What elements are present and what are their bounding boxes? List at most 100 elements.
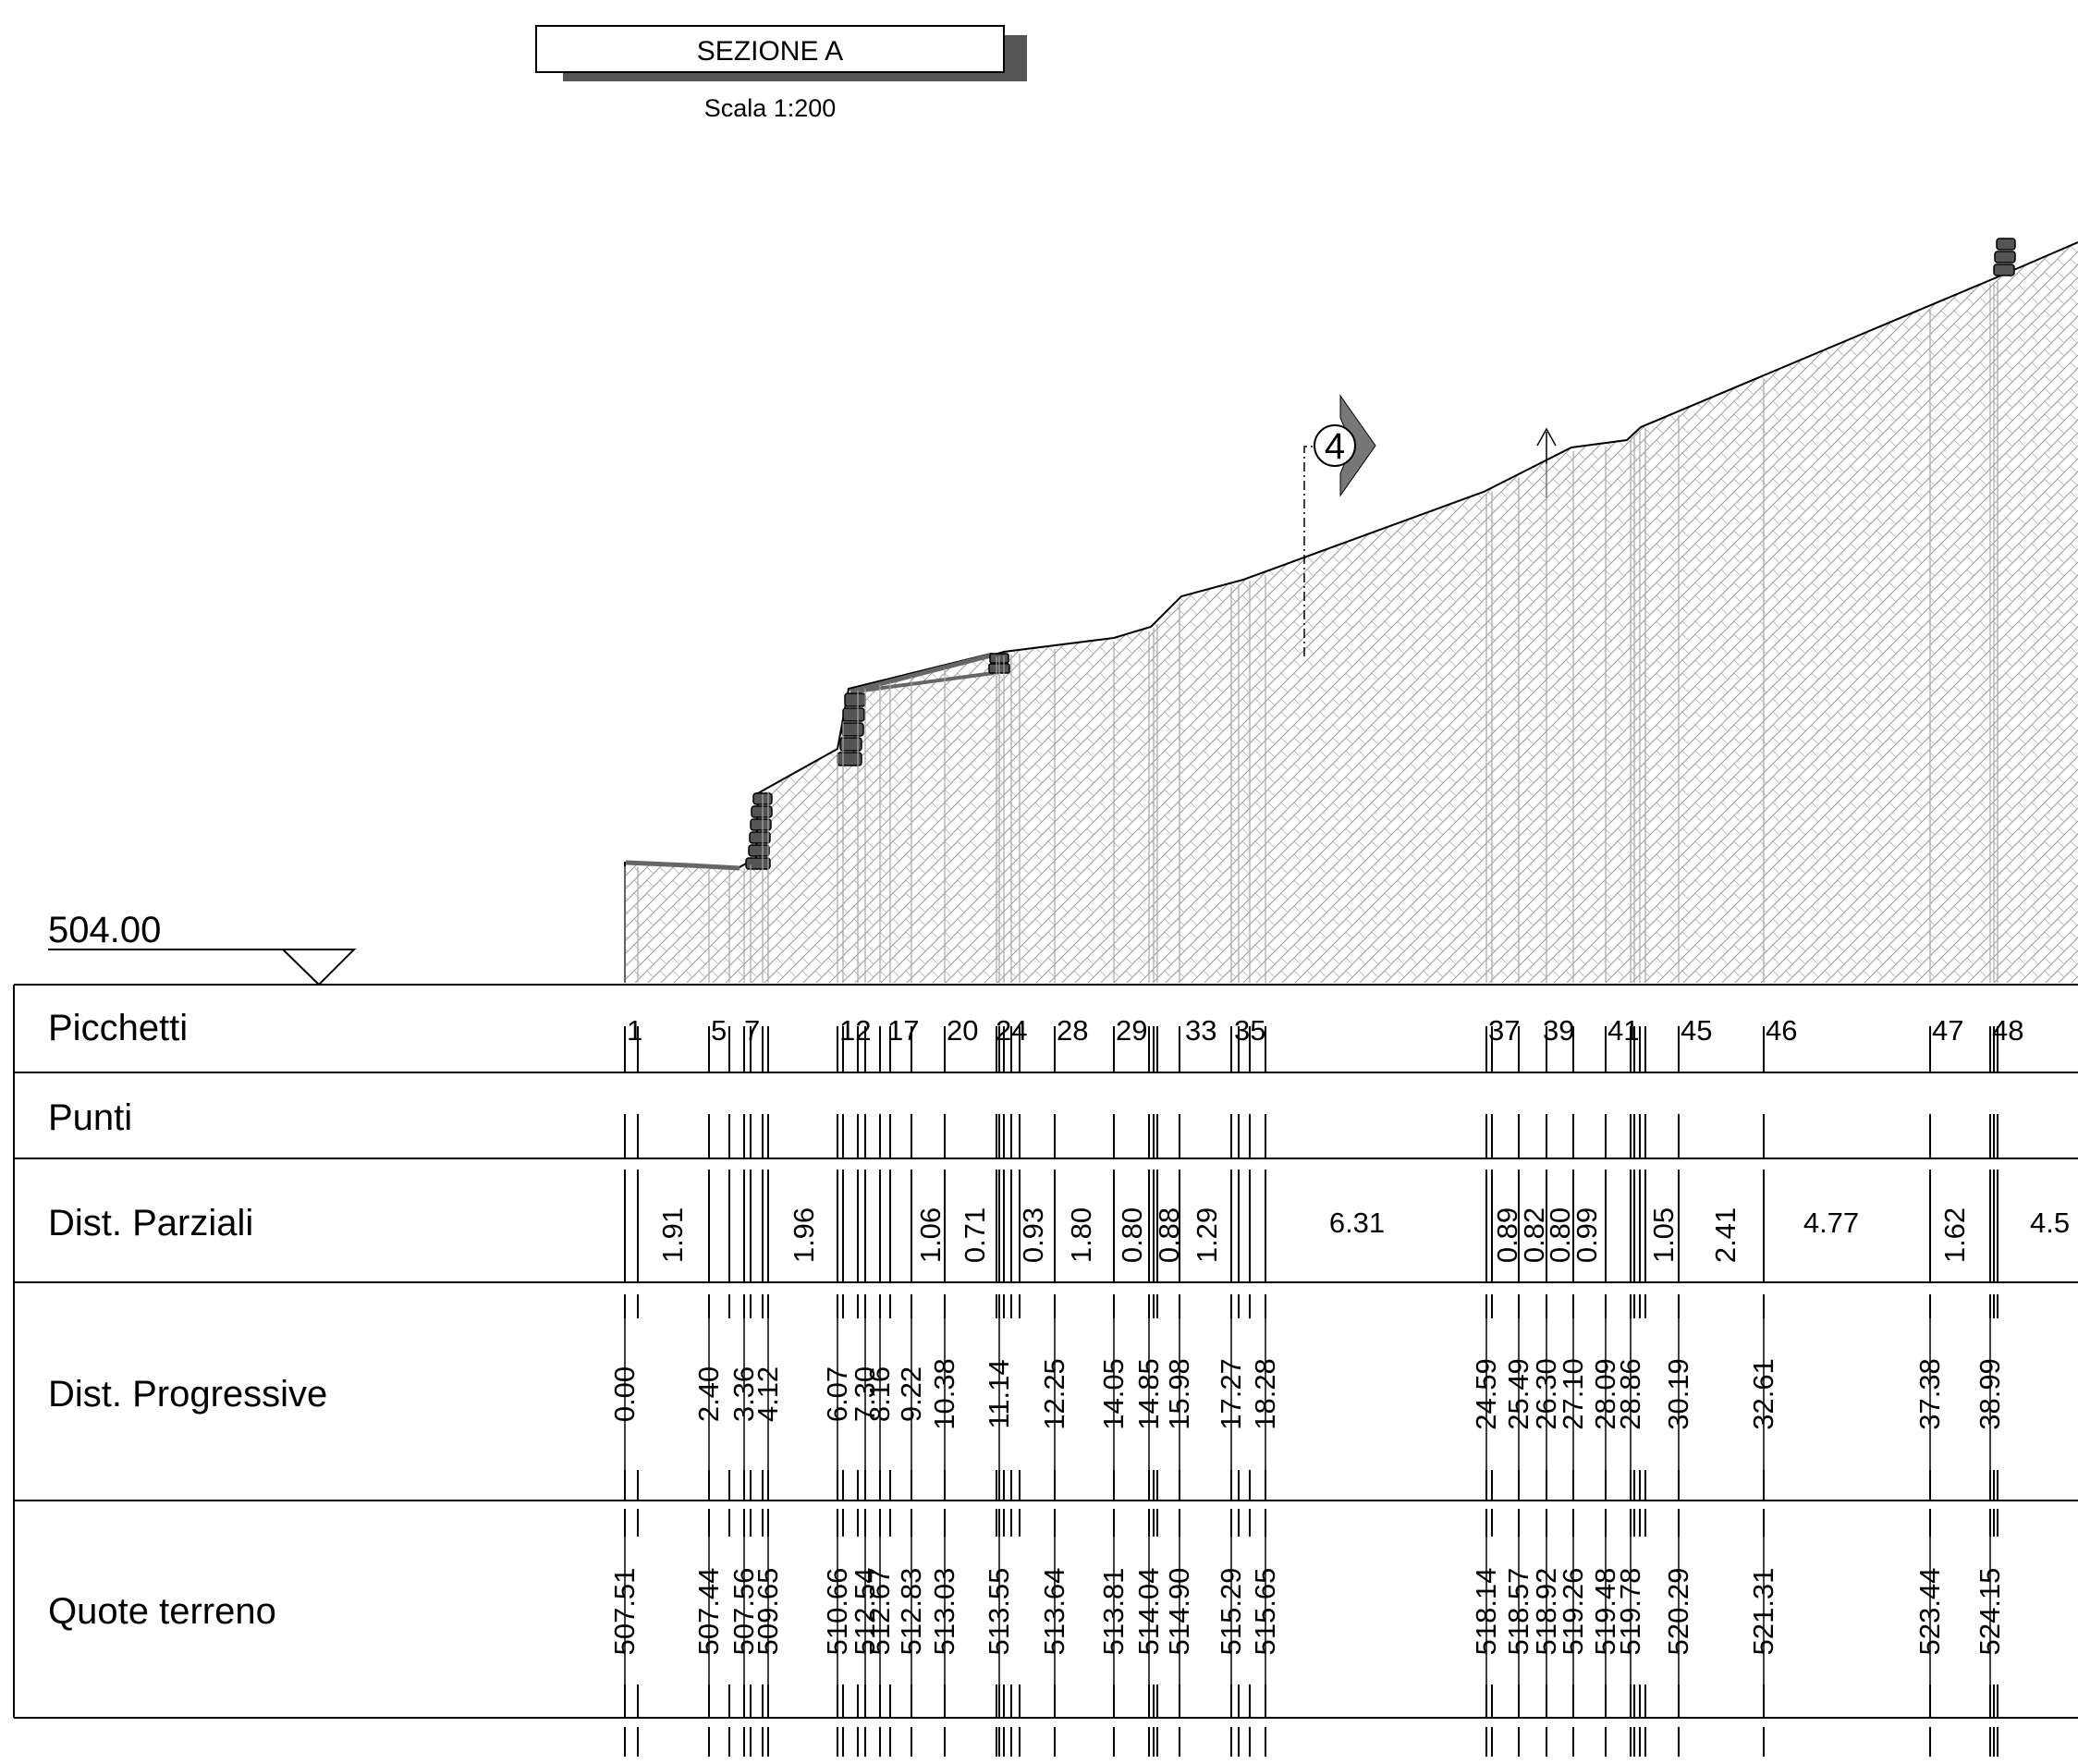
dist-parziale-label: 1.06 <box>914 1207 947 1263</box>
retaining-walls <box>745 238 2016 870</box>
dist-progressiva-label: 11.14 <box>983 1359 1015 1428</box>
quota-terreno-label: 521.31 <box>1747 1568 1779 1656</box>
row-label-quote-terreno: Quote terreno <box>48 1591 276 1632</box>
datum-reference: 504.00 <box>48 910 357 986</box>
quota-terreno-label: 519.26 <box>1557 1568 1589 1656</box>
dist-parziale-label: 1.62 <box>1938 1207 1971 1263</box>
dist-progressiva-label: 9.22 <box>895 1366 927 1422</box>
section-marker: 4 <box>1303 394 1557 656</box>
dist-progressiva-label: 8.16 <box>863 1366 896 1422</box>
datum-label: 504.00 <box>48 910 161 950</box>
quota-terreno-label: 509.65 <box>752 1568 784 1656</box>
dist-parziale-label: 1.96 <box>788 1207 820 1263</box>
dist-progressiva-label: 28.09 <box>1589 1358 1621 1430</box>
quota-terreno-label: 512.54 <box>849 1568 881 1656</box>
dist-progressiva-label: 2.40 <box>692 1366 725 1422</box>
row-label-dist-parziali: Dist. Parziali <box>48 1203 253 1243</box>
marker-number: 4 <box>1325 426 1345 467</box>
quota-terreno-label: 513.64 <box>1038 1568 1070 1656</box>
dist-parziale-label: 0.99 <box>1571 1207 1603 1263</box>
quota-terreno-label: 515.65 <box>1249 1568 1281 1656</box>
dist-progressiva-label: 24.59 <box>1470 1358 1502 1430</box>
quota-terreno-label: 512.83 <box>895 1568 927 1656</box>
quota-terreno-label: 518.57 <box>1502 1568 1534 1656</box>
marker-arrow <box>1339 394 1376 497</box>
dist-progressiva-label: 4.12 <box>752 1366 784 1422</box>
dist-parziale-label: 0.93 <box>1017 1207 1049 1263</box>
terrain-section <box>625 242 2078 983</box>
dist-progressiva-label: 18.28 <box>1249 1358 1281 1430</box>
dist-parziale-label: 1.29 <box>1191 1207 1223 1263</box>
dist-progressiva-label: 14.85 <box>1132 1358 1165 1430</box>
picchetto-label: 48 <box>1992 1014 2023 1047</box>
dist-parziale-label: 0.82 <box>1518 1207 1550 1263</box>
dist-progressiva-label: 7.30 <box>849 1366 881 1422</box>
dist-parziale-label: 4.5 <box>2030 1207 2070 1239</box>
quota-terreno-label: 519.78 <box>1614 1568 1646 1656</box>
dist-progressiva-label: 26.30 <box>1530 1358 1562 1430</box>
row-label-punti: Punti <box>48 1097 132 1138</box>
datum-triangle <box>280 949 357 986</box>
quota-terreno-label: 515.29 <box>1215 1568 1247 1656</box>
picchetto-label: 47 <box>1932 1014 1963 1047</box>
quota-terreno-label: 513.81 <box>1097 1568 1130 1656</box>
dist-parziale-label: 0.71 <box>959 1207 991 1263</box>
picchetto-label: 37 <box>1488 1014 1520 1047</box>
dist-progressiva-label: 37.38 <box>1913 1358 1946 1430</box>
dist-parziale-label: 1.91 <box>656 1207 689 1263</box>
row-label-dist-progressive: Dist. Progressive <box>48 1374 327 1415</box>
dist-progressiva-label: 17.27 <box>1215 1358 1247 1430</box>
dist-progressiva-label: 0.00 <box>608 1366 641 1422</box>
dist-parziale-label: 0.80 <box>1544 1207 1576 1263</box>
dist-progressiva-label: 25.49 <box>1502 1358 1534 1430</box>
quota-terreno-label: 507.51 <box>608 1568 641 1656</box>
quota-terreno-label: 513.55 <box>983 1568 1015 1656</box>
station-lines <box>624 280 1999 1757</box>
dist-progressiva-label: 15.98 <box>1163 1358 1195 1430</box>
quota-terreno-label: 523.44 <box>1913 1568 1946 1656</box>
quota-terreno-label: 514.90 <box>1163 1568 1195 1656</box>
picchetto-label: 28 <box>1057 1014 1088 1047</box>
up-arrow-head <box>1536 427 1557 447</box>
dist-parziale-label: 2.41 <box>1709 1207 1742 1263</box>
quota-terreno-label: 519.48 <box>1589 1568 1621 1656</box>
dist-progressiva-label: 14.05 <box>1097 1358 1130 1430</box>
dist-parziale-label: 6.31 <box>1329 1207 1385 1239</box>
dist-progressiva-label: 10.38 <box>928 1358 960 1430</box>
picchetto-label: 39 <box>1543 1014 1574 1047</box>
picchetto-label: 45 <box>1681 1014 1712 1047</box>
dist-progressiva-label: 32.61 <box>1747 1358 1779 1430</box>
row-label-picchetti: Picchetti <box>48 1008 188 1048</box>
picchetto-label: 29 <box>1116 1014 1147 1047</box>
dist-progressiva-label: 28.86 <box>1614 1358 1646 1430</box>
dist-progressiva-label: 12.25 <box>1038 1358 1070 1430</box>
quota-terreno-label: 510.66 <box>821 1568 853 1656</box>
dist-parziale-label: 1.80 <box>1065 1207 1097 1263</box>
dist-parziale-label: 0.88 <box>1153 1207 1185 1263</box>
picchetto-label: 24 <box>996 1014 1027 1047</box>
dist-parziale-label: 1.05 <box>1647 1207 1680 1263</box>
picchetto-label: 35 <box>1234 1014 1265 1047</box>
dist-progressiva-label: 6.07 <box>821 1366 853 1422</box>
section-title: SEZIONE A <box>697 36 843 67</box>
dist-progressive-labels: 0.00 2.40 3.364.12 6.077.308.16 9.22 10.38 11.… <box>608 1358 2006 1430</box>
dist-parziale-label: 0.89 <box>1491 1207 1523 1263</box>
scale-label: Scala 1:200 <box>704 94 837 122</box>
quota-terreno-label: 507.44 <box>692 1568 725 1656</box>
quota-terreno-label: 514.04 <box>1132 1568 1165 1656</box>
picchetto-label: 12 <box>839 1014 871 1047</box>
quota-terreno-label: 512.67 <box>863 1568 896 1656</box>
marker-leader <box>1303 446 1314 656</box>
data-table <box>13 984 2078 1719</box>
picchetto-label: 46 <box>1766 1014 1797 1047</box>
quota-terreno-label: 518.92 <box>1530 1568 1562 1656</box>
quota-terreno-label: 507.56 <box>727 1568 760 1656</box>
dist-progressiva-label: 38.99 <box>1974 1358 2006 1430</box>
picchetto-label: 20 <box>947 1014 978 1047</box>
picchetto-label: 33 <box>1185 1014 1216 1047</box>
picchetto-label: 17 <box>887 1014 919 1047</box>
dist-parziale-label: 0.80 <box>1116 1207 1148 1263</box>
dist-parziale-label: 4.77 <box>1803 1207 1859 1239</box>
